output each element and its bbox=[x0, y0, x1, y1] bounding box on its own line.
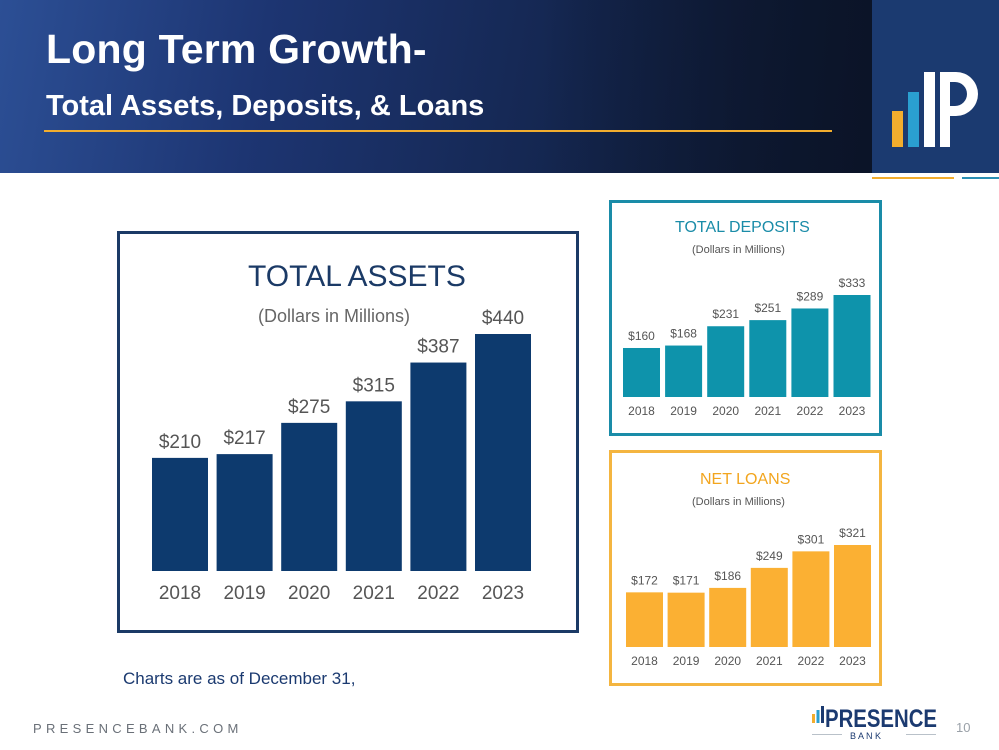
tick-label-2021: 2021 bbox=[754, 404, 781, 418]
net-loans-chart-svg: NET LOANS (Dollars in Millions) $172 2018… bbox=[626, 471, 871, 668]
tick-label-2021: 2021 bbox=[756, 654, 783, 668]
bar-2023 bbox=[834, 545, 871, 647]
tick-label-2022: 2022 bbox=[797, 404, 824, 418]
data-label-2022: $289 bbox=[797, 289, 824, 303]
data-label-2019: $171 bbox=[673, 574, 700, 588]
logo-accent-line-gold bbox=[872, 177, 954, 179]
chart-footnote: Charts are as of December 31, bbox=[123, 669, 356, 688]
bar-2021 bbox=[345, 401, 402, 571]
bar-2023 bbox=[833, 295, 871, 397]
chart-title: NET LOANS bbox=[700, 471, 790, 488]
bar-2020 bbox=[709, 587, 747, 647]
total-assets-chart: TOTAL ASSETS (Dollars in Millions) $210 2… bbox=[117, 231, 579, 633]
bar-2018 bbox=[623, 347, 660, 397]
tick-label-2023: 2023 bbox=[482, 583, 524, 604]
chart-subtitle: (Dollars in Millions) bbox=[692, 244, 785, 256]
total-deposits-chart-svg: TOTAL DEPOSITS (Dollars in Millions) $16… bbox=[623, 219, 871, 418]
tick-label-2020: 2020 bbox=[288, 583, 330, 604]
data-label-2019: $168 bbox=[670, 327, 697, 341]
bar-2019 bbox=[665, 345, 703, 397]
bar-2023 bbox=[475, 334, 531, 571]
presence-bank-logo-icon: PRESENCE B A N K bbox=[812, 705, 937, 741]
bar-2022 bbox=[791, 308, 829, 397]
page-number: 10 bbox=[956, 720, 971, 735]
data-label-2018: $160 bbox=[628, 329, 655, 343]
bar-2022 bbox=[792, 551, 830, 647]
logo-accent-line-blue bbox=[962, 177, 999, 179]
chart-title: TOTAL ASSETS bbox=[248, 260, 466, 293]
footer-website: PRESENCEBANK.COM bbox=[33, 721, 243, 736]
bar-2018 bbox=[626, 592, 663, 647]
data-label-2022: $301 bbox=[798, 532, 825, 546]
data-label-2023: $440 bbox=[482, 308, 524, 329]
chart-subtitle: (Dollars in Millions) bbox=[258, 306, 410, 326]
title-underline bbox=[44, 130, 832, 132]
data-label-2023: $333 bbox=[839, 276, 866, 290]
tick-label-2023: 2023 bbox=[839, 404, 866, 418]
net-loans-chart: NET LOANS (Dollars in Millions) $172 2018… bbox=[609, 450, 882, 686]
footer-brand-logo: PRESENCE B A N K bbox=[808, 700, 948, 750]
tick-label-2022: 2022 bbox=[798, 654, 825, 668]
bar-2019 bbox=[667, 592, 705, 647]
data-label-2020: $231 bbox=[712, 307, 739, 321]
tick-label-2018: 2018 bbox=[631, 654, 658, 668]
tick-label-2019: 2019 bbox=[223, 583, 265, 604]
tick-label-2019: 2019 bbox=[673, 654, 700, 668]
data-label-2021: $251 bbox=[754, 301, 781, 315]
tick-label-2021: 2021 bbox=[353, 583, 395, 604]
data-label-2020: $275 bbox=[288, 397, 330, 418]
tick-label-2023: 2023 bbox=[839, 654, 866, 668]
footer-brand-name: PRESENCE bbox=[825, 705, 937, 733]
chart-title: TOTAL DEPOSITS bbox=[675, 219, 810, 236]
data-label-2021: $249 bbox=[756, 549, 783, 563]
tick-label-2020: 2020 bbox=[714, 654, 741, 668]
data-label-2020: $186 bbox=[714, 569, 741, 583]
data-label-2021: $315 bbox=[353, 375, 395, 396]
bar-2020 bbox=[281, 422, 338, 571]
tick-label-2020: 2020 bbox=[712, 404, 739, 418]
bar-2022 bbox=[410, 362, 467, 571]
bar-2021 bbox=[750, 567, 788, 647]
data-label-2018: $172 bbox=[631, 573, 658, 587]
bar-2018 bbox=[152, 457, 208, 571]
bar-2021 bbox=[749, 320, 787, 397]
brand-logo-box bbox=[872, 0, 999, 173]
bar-2020 bbox=[707, 326, 745, 397]
tick-label-2022: 2022 bbox=[417, 583, 459, 604]
page-subtitle: Total Assets, Deposits, & Loans bbox=[46, 90, 485, 122]
footer-brand-sub: B A N K bbox=[850, 731, 881, 741]
tick-label-2018: 2018 bbox=[159, 583, 201, 604]
tick-label-2019: 2019 bbox=[670, 404, 697, 418]
page-title: Long Term Growth- bbox=[46, 26, 427, 72]
chart-subtitle: (Dollars in Millions) bbox=[692, 496, 785, 508]
presence-p-logo-icon bbox=[892, 72, 978, 147]
bar-2019 bbox=[216, 454, 273, 571]
tick-label-2018: 2018 bbox=[628, 404, 655, 418]
data-label-2023: $321 bbox=[839, 526, 866, 540]
header-banner: Long Term Growth- Total Assets, Deposits… bbox=[0, 0, 872, 173]
data-label-2022: $387 bbox=[417, 337, 459, 358]
data-label-2019: $217 bbox=[223, 428, 265, 449]
total-assets-chart-svg: TOTAL ASSETS (Dollars in Millions) $210 2… bbox=[152, 260, 531, 604]
data-label-2018: $210 bbox=[159, 432, 201, 453]
total-deposits-chart: TOTAL DEPOSITS (Dollars in Millions) $16… bbox=[609, 200, 882, 436]
